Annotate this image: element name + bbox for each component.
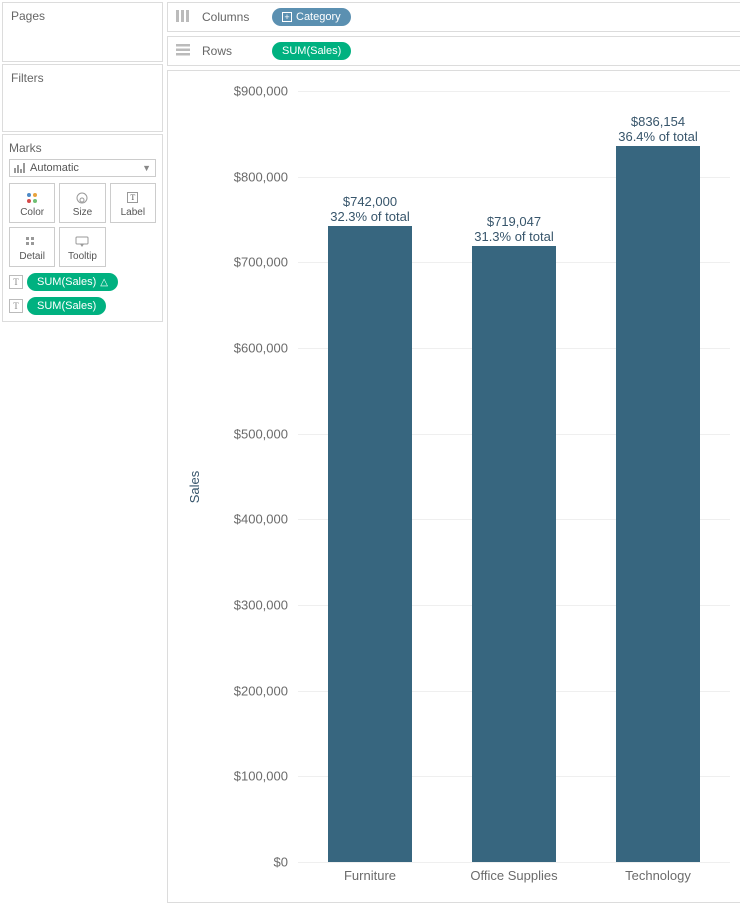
y-tick-label: $300,000 [234,597,298,612]
marks-detail-button[interactable]: Detail [9,227,55,267]
mark-pill-sum-sales[interactable]: SUM(Sales) [27,297,106,315]
mark-pill-row: T SUM(Sales) △ [9,273,156,291]
label-icon: T [127,191,138,205]
color-icon [26,191,38,205]
y-tick-label: $200,000 [234,683,298,698]
marks-tooltip-label: Tooltip [68,251,97,262]
detail-icon [26,235,38,249]
tooltip-icon [75,235,89,249]
bar-value-label: $719,047 [474,214,554,229]
bar-pct-label: 32.3% of total [330,209,410,224]
text-icon: T [9,275,23,289]
marks-size-button[interactable]: Size [59,183,105,223]
rows-icon [176,44,192,59]
rows-shelf[interactable]: Rows SUM(Sales) [167,36,740,66]
filters-panel: Filters [2,64,163,132]
text-icon: T [9,299,23,313]
bar[interactable]: $719,04731.3% of total [472,246,556,862]
bar-label: $719,04731.3% of total [474,214,554,246]
marks-label-button[interactable]: T Label [110,183,156,223]
plot-area: $0$100,000$200,000$300,000$400,000$500,0… [298,91,730,862]
filters-title: Filters [11,71,154,85]
marks-panel: Marks Automatic ▼ Color [2,134,163,322]
mark-pill-sum-sales-delta[interactable]: SUM(Sales) △ [27,273,118,291]
bar-label: $836,15436.4% of total [618,114,698,146]
y-tick-label: $900,000 [234,84,298,99]
pill-label: SUM(Sales) [37,300,96,312]
marks-color-label: Color [20,207,44,218]
size-icon [75,191,89,205]
bar-pct-label: 31.3% of total [474,229,554,244]
x-tick-label: Technology [586,868,730,892]
chart-area: Sales $0$100,000$200,000$300,000$400,000… [167,70,740,903]
bar-column: $742,00032.3% of total [298,91,442,862]
marks-size-label: Size [73,207,92,218]
bar[interactable]: $742,00032.3% of total [328,226,412,862]
marks-title: Marks [9,141,156,155]
mark-pill-row: T SUM(Sales) [9,297,156,315]
bar-column: $836,15436.4% of total [586,91,730,862]
y-tick-label: $100,000 [234,769,298,784]
rows-label: Rows [202,44,262,58]
pages-title: Pages [11,9,154,23]
marks-type-select[interactable]: Automatic ▼ [9,159,156,177]
delta-icon: △ [100,277,108,288]
y-tick-label: $0 [274,855,298,870]
bar-value-label: $836,154 [618,114,698,129]
x-tick-label: Furniture [298,868,442,892]
y-tick-label: $500,000 [234,426,298,441]
y-tick-label: $600,000 [234,340,298,355]
y-axis-label: Sales [187,470,202,503]
expand-icon: + [282,12,292,22]
bar[interactable]: $836,15436.4% of total [616,146,700,862]
marks-tooltip-button[interactable]: Tooltip [59,227,105,267]
marks-detail-label: Detail [19,251,45,262]
caret-down-icon: ▼ [142,163,151,173]
columns-icon [176,10,192,25]
marks-color-button[interactable]: Color [9,183,55,223]
columns-pill-category[interactable]: + Category [272,8,351,26]
bar-value-label: $742,000 [330,194,410,209]
pages-panel: Pages [2,2,163,62]
y-tick-label: $700,000 [234,255,298,270]
marks-label-label: Label [121,207,145,218]
x-tick-label: Office Supplies [442,868,586,892]
bar-pct-label: 36.4% of total [618,129,698,144]
marks-type-label: Automatic [30,162,79,174]
rows-pill-sum-sales[interactable]: SUM(Sales) [272,42,351,60]
bar-icon [14,163,26,173]
y-tick-label: $400,000 [234,512,298,527]
columns-shelf[interactable]: Columns + Category [167,2,740,32]
x-axis: FurnitureOffice SuppliesTechnology [298,868,730,892]
gridline [298,862,730,863]
pill-label: SUM(Sales) [37,276,96,288]
bar-label: $742,00032.3% of total [330,194,410,226]
columns-label: Columns [202,10,262,24]
bar-column: $719,04731.3% of total [442,91,586,862]
y-tick-label: $800,000 [234,169,298,184]
pill-label: SUM(Sales) [282,45,341,57]
pill-label: Category [296,11,341,23]
